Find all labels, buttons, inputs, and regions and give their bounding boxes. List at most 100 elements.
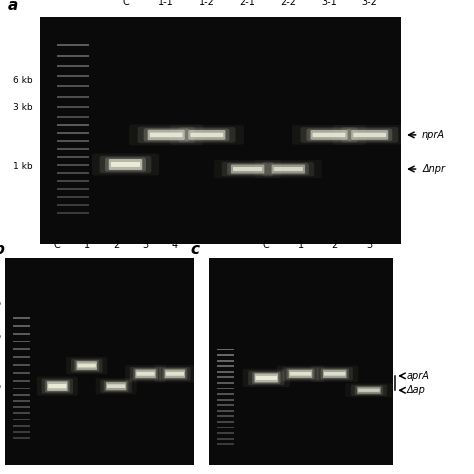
Bar [56,148,89,150]
Bar [13,412,30,414]
Bar [217,443,234,445]
FancyBboxPatch shape [357,387,381,394]
Bar [13,348,30,350]
FancyBboxPatch shape [71,359,102,373]
FancyBboxPatch shape [178,127,236,143]
Bar [217,393,234,395]
FancyBboxPatch shape [74,360,99,371]
Text: 1-1: 1-1 [158,0,174,8]
Bar [56,116,89,118]
Text: 1: 1 [298,240,303,250]
FancyBboxPatch shape [150,133,182,137]
Bar [13,325,30,327]
FancyBboxPatch shape [255,374,278,383]
Bar [56,45,89,46]
FancyBboxPatch shape [289,370,312,378]
Bar [13,356,30,358]
FancyBboxPatch shape [273,167,303,171]
FancyBboxPatch shape [100,156,151,173]
Bar [13,333,30,335]
FancyBboxPatch shape [100,380,132,393]
FancyBboxPatch shape [111,162,140,167]
FancyBboxPatch shape [353,133,386,137]
Bar [13,388,30,390]
FancyBboxPatch shape [323,370,346,378]
FancyBboxPatch shape [130,367,161,381]
Bar [217,382,234,384]
Text: aprA: aprA [406,371,429,381]
FancyBboxPatch shape [78,364,96,367]
FancyBboxPatch shape [310,130,347,140]
Text: a: a [8,0,18,13]
FancyBboxPatch shape [137,372,155,376]
Bar [56,180,89,182]
Text: 3: 3 [143,240,148,250]
Text: 3-1: 3-1 [321,0,337,8]
Text: nprA: nprA [422,130,445,140]
Bar [217,354,234,356]
FancyBboxPatch shape [107,384,125,388]
FancyBboxPatch shape [263,162,314,176]
Bar [56,196,89,198]
FancyBboxPatch shape [109,159,142,170]
FancyBboxPatch shape [188,130,226,140]
Text: 2-2: 2-2 [280,0,296,8]
FancyBboxPatch shape [248,371,284,385]
Text: 2-1: 2-1 [240,0,255,8]
FancyBboxPatch shape [155,365,195,383]
Text: C: C [263,240,270,250]
FancyBboxPatch shape [252,372,281,384]
FancyBboxPatch shape [320,368,349,379]
FancyBboxPatch shape [347,128,392,141]
Text: C: C [54,240,61,250]
Bar [56,65,89,67]
FancyBboxPatch shape [351,130,388,140]
Bar [13,317,30,319]
FancyBboxPatch shape [283,367,319,381]
Bar [13,341,30,342]
Text: 6 kb: 6 kb [13,76,33,85]
FancyBboxPatch shape [290,372,311,376]
Bar [217,388,234,390]
FancyBboxPatch shape [222,162,273,176]
Bar [217,371,234,373]
Bar [217,432,234,434]
FancyBboxPatch shape [37,377,78,396]
Bar [13,400,30,402]
FancyBboxPatch shape [170,125,244,145]
FancyBboxPatch shape [214,160,281,178]
Bar [13,431,30,433]
Bar [13,425,30,427]
Bar [56,204,89,206]
Bar [13,372,30,374]
Bar [217,376,234,378]
FancyBboxPatch shape [133,368,158,380]
Bar [56,211,89,214]
FancyBboxPatch shape [191,133,223,137]
FancyBboxPatch shape [184,128,229,141]
FancyBboxPatch shape [147,130,185,140]
FancyBboxPatch shape [272,164,305,173]
Text: 1: 1 [84,240,90,250]
FancyBboxPatch shape [317,367,353,381]
Text: 1 kb: 1 kb [13,162,33,171]
Text: Δap: Δap [406,385,425,395]
FancyBboxPatch shape [233,167,262,171]
Bar [13,419,30,420]
Bar [56,106,89,108]
Bar [217,399,234,401]
Bar [56,164,89,166]
Bar [13,406,30,408]
FancyBboxPatch shape [45,380,70,392]
Bar [13,394,30,396]
FancyBboxPatch shape [227,163,268,175]
FancyBboxPatch shape [307,128,352,141]
Bar [217,410,234,412]
Text: 3: 3 [366,240,372,250]
Text: kb: kb [0,382,1,391]
Text: C: C [122,0,129,8]
Bar [56,172,89,174]
FancyBboxPatch shape [76,361,97,370]
Bar [217,421,234,423]
FancyBboxPatch shape [163,368,187,380]
